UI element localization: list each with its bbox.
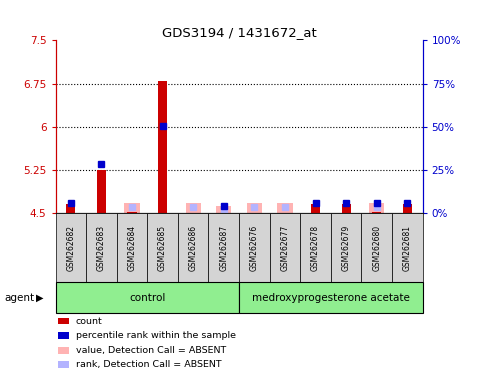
- Bar: [403, 205, 412, 213]
- Text: GSM262679: GSM262679: [341, 225, 351, 271]
- Bar: [341, 205, 351, 213]
- Text: GSM262680: GSM262680: [372, 225, 381, 271]
- Bar: [125, 203, 140, 213]
- Bar: [66, 205, 75, 213]
- Text: GSM262681: GSM262681: [403, 225, 412, 271]
- Text: ▶: ▶: [36, 293, 44, 303]
- Bar: [185, 203, 201, 213]
- Text: count: count: [76, 316, 102, 326]
- Title: GDS3194 / 1431672_at: GDS3194 / 1431672_at: [162, 26, 316, 39]
- Bar: [97, 170, 106, 213]
- Text: GSM262686: GSM262686: [189, 225, 198, 271]
- Bar: [128, 212, 137, 213]
- Text: GSM262684: GSM262684: [128, 225, 137, 271]
- Text: GSM262687: GSM262687: [219, 225, 228, 271]
- Text: GSM262683: GSM262683: [97, 225, 106, 271]
- Text: GSM262676: GSM262676: [250, 225, 259, 271]
- Text: agent: agent: [5, 293, 35, 303]
- Text: percentile rank within the sample: percentile rank within the sample: [76, 331, 236, 340]
- Text: value, Detection Call = ABSENT: value, Detection Call = ABSENT: [76, 346, 226, 355]
- Text: GSM262682: GSM262682: [66, 225, 75, 271]
- Bar: [216, 206, 231, 213]
- Bar: [372, 212, 382, 213]
- Text: GSM262685: GSM262685: [158, 225, 167, 271]
- Text: rank, Detection Call = ABSENT: rank, Detection Call = ABSENT: [76, 360, 222, 369]
- Text: GSM262678: GSM262678: [311, 225, 320, 271]
- Text: control: control: [129, 293, 166, 303]
- Bar: [247, 203, 262, 213]
- Text: GSM262677: GSM262677: [281, 225, 289, 271]
- Bar: [277, 203, 293, 213]
- Bar: [369, 203, 384, 213]
- Text: medroxyprogesterone acetate: medroxyprogesterone acetate: [252, 293, 410, 303]
- Bar: [158, 81, 167, 213]
- Bar: [311, 205, 320, 213]
